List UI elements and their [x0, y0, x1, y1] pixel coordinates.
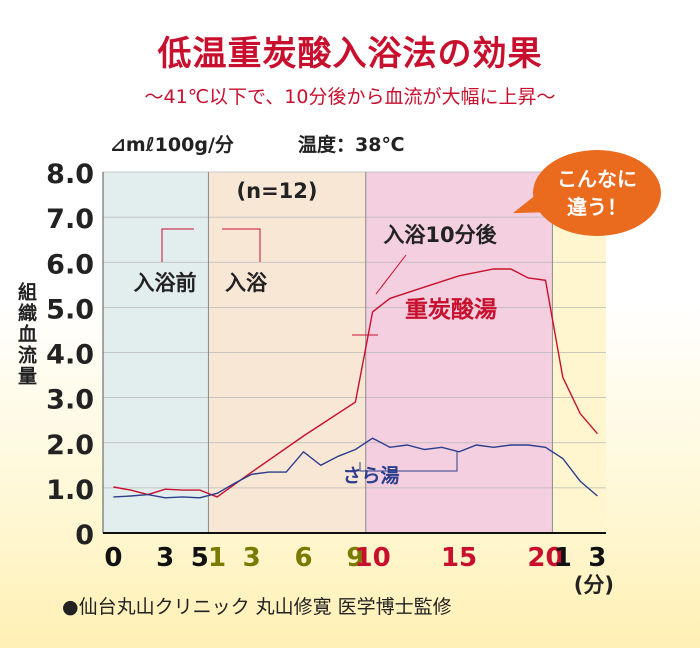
callout-bubble: こんなに 違う！ [533, 150, 661, 236]
y-tick-label: 0 [75, 520, 94, 551]
subtitle: ～41℃以下で、10分後から血流が大幅に上昇～ [144, 86, 556, 108]
x-tick-label: 15 [441, 543, 477, 573]
callout-line-2: 違う！ [567, 195, 627, 219]
y-tick-label: 8.0 [46, 159, 94, 190]
y-tick-label: 3.0 [46, 385, 94, 416]
x-tick-label: 3 [156, 543, 174, 573]
x-tick-label: 9 [346, 543, 364, 573]
x-tick-label: 20 [527, 543, 563, 573]
x-tick-label: 1 [208, 543, 226, 573]
page-title: 低温重炭酸入浴法の効果 [157, 34, 543, 74]
blue-series-leader [359, 452, 458, 472]
x-tick-label: 6 [294, 543, 312, 573]
after-10min-label: 入浴10分後 [383, 223, 497, 247]
sample-size-label: (n=12) [237, 179, 318, 203]
unit-label: ⊿mℓ100g/分 [110, 134, 234, 156]
x-tick-label: 5 [191, 543, 209, 573]
bath-leader [222, 228, 261, 262]
x-unit-label: (分) [574, 573, 614, 597]
x-tick-label: 10 [355, 543, 391, 573]
series-line-1 [113, 437, 598, 499]
bath-label: 入浴 [225, 271, 268, 295]
y-tick-label: 7.0 [46, 204, 94, 235]
y-axis-label: 組織血流量 [15, 282, 37, 387]
pre-bath-leader [161, 228, 194, 262]
callout-line-1: こんなに [557, 167, 637, 191]
x-tick-label: 3 [588, 543, 606, 573]
blue-series-label: さら湯 [342, 465, 399, 487]
y-tick-label: 2.0 [46, 430, 94, 461]
y-tick-label: 4.0 [46, 340, 94, 371]
y-tick-label: 5.0 [46, 294, 94, 325]
y-tick-label: 1.0 [46, 475, 94, 506]
footer-credit: ●仙台丸山クリニック 丸山修寛 医学博士監修 [62, 596, 452, 618]
red-series-label: 重炭酸湯 [405, 297, 497, 323]
y-tick-label: 6.0 [46, 249, 94, 280]
after10-leader [375, 254, 407, 295]
x-tick-label: 0 [104, 543, 122, 573]
x-tick-label: 3 [243, 543, 261, 573]
series-line-0 [113, 268, 598, 498]
x-tick-label: 1 [554, 543, 572, 573]
temperature-label: 温度：38℃ [298, 134, 405, 156]
pre-bath-label: 入浴前 [134, 271, 197, 295]
